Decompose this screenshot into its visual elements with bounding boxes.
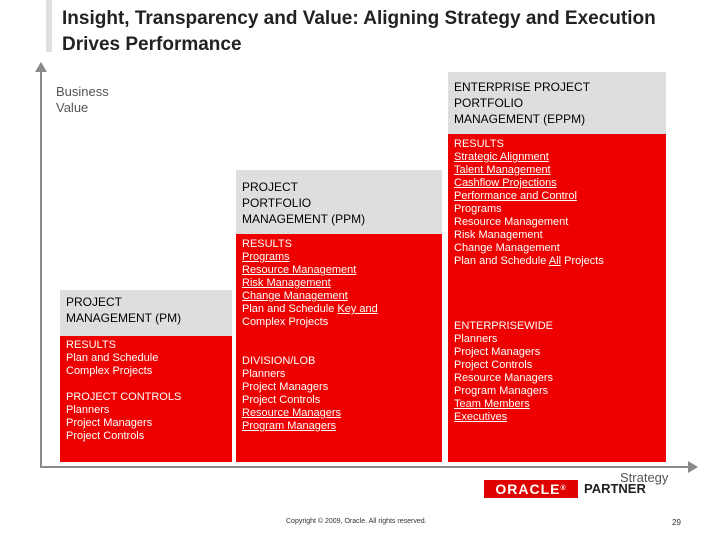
ppm-results-item: Change Management xyxy=(242,290,348,302)
ppm-division-item: Resource Managers xyxy=(242,407,342,419)
eppm-results-item: Performance and Control xyxy=(454,190,577,202)
pm-header-line: PROJECT xyxy=(66,295,123,309)
page-number: 29 xyxy=(672,518,681,527)
eppm-results-item: Change Management xyxy=(454,242,560,254)
pm-controls-item: Project Managers xyxy=(66,417,153,429)
eppm-results-item: Resource Management xyxy=(454,216,569,228)
ppm-results-plan: Plan and Schedule Key and xyxy=(242,303,442,316)
slide-title: Insight, Transparency and Value: Alignin… xyxy=(62,8,656,55)
pm-controls-item: Planners xyxy=(66,404,110,416)
eppm-results-plan: Plan and Schedule All Projects xyxy=(454,255,666,268)
pm-results-item: Plan and Schedule xyxy=(66,352,159,364)
pm-header-line: MANAGEMENT (PM) xyxy=(66,311,182,325)
pm-body: RESULTS Plan and Schedule Complex Projec… xyxy=(60,336,232,462)
eppm-results-plan-text: Plan and Schedule xyxy=(454,255,549,267)
ppm-division-item: Project Controls xyxy=(242,394,321,406)
pm-results-item: Complex Projects xyxy=(66,365,153,377)
eppm-header-line: MANAGEMENT (EPPM) xyxy=(454,112,586,126)
eppm-header: ENTERPRISE PROJECT PORTFOLIO MANAGEMENT … xyxy=(448,72,666,134)
ppm-header-line: MANAGEMENT (PPM) xyxy=(242,212,366,226)
eppm-enterprise-item: Executives xyxy=(454,411,508,423)
ppm-results-plan-text: Plan and Schedule xyxy=(242,303,338,315)
ppm-results-item: Programs xyxy=(242,251,290,263)
x-axis-label: Strategy xyxy=(620,470,669,485)
ppm-division-item: Project Managers xyxy=(242,381,329,393)
eppm-results-item: Programs xyxy=(454,203,502,215)
eppm-results-plan-emphasis: All xyxy=(548,255,562,267)
ppm-division-item: Planners xyxy=(242,368,286,380)
copyright-text: Copyright © 2009, Oracle. All rights res… xyxy=(286,518,427,525)
eppm-enterprise-item: Planners xyxy=(454,333,498,345)
pm-results-title: RESULTS xyxy=(66,339,116,351)
ppm-body: RESULTS Programs Resource Management Ris… xyxy=(236,234,442,462)
eppm-header-line: PORTFOLIO xyxy=(454,96,524,110)
eppm-enterprise-item: Resource Managers xyxy=(454,372,554,384)
eppm-enterprise-item: Project Controls xyxy=(454,359,533,371)
eppm-header-line: ENTERPRISE PROJECT xyxy=(454,80,591,94)
eppm-results-item: Talent Management xyxy=(454,164,551,176)
pm-controls-title: PROJECT CONTROLS xyxy=(66,391,182,403)
oracle-logo-text: ORACLE xyxy=(495,481,561,497)
ppm-header: PROJECT PORTFOLIO MANAGEMENT (PPM) xyxy=(236,170,442,234)
ppm-division-item: Program Managers xyxy=(242,420,337,432)
eppm-results-plan-text: Projects xyxy=(561,255,604,267)
oracle-logo-mark: ® xyxy=(560,485,567,492)
eppm-enterprise-item: Team Members xyxy=(454,398,530,410)
x-axis-arrow-icon xyxy=(688,461,698,473)
ppm-results-item: Resource Management xyxy=(242,264,357,276)
eppm-body: RESULTS Strategic Alignment Talent Manag… xyxy=(448,134,666,462)
ppm-results-title: RESULTS xyxy=(242,238,292,250)
y-axis-line xyxy=(40,70,42,466)
ppm-results-item: Complex Projects xyxy=(242,316,329,328)
ppm-results-item: Risk Management xyxy=(242,277,331,289)
y-axis-label-line: Business xyxy=(56,84,109,99)
ppm-header-line: PROJECT xyxy=(242,180,299,194)
eppm-results-item: Risk Management xyxy=(454,229,543,241)
eppm-enterprise-title: ENTERPRISEWIDE xyxy=(454,320,554,332)
y-axis-label: Business Value xyxy=(56,84,109,116)
y-axis-arrow-icon xyxy=(35,62,47,72)
eppm-results-item: Cashflow Projections xyxy=(454,177,557,189)
partner-label: PARTNER xyxy=(584,481,646,496)
y-axis-label-line: Value xyxy=(56,100,89,115)
ppm-results-plan-emphasis: Key and xyxy=(337,303,378,315)
pm-controls-item: Project Controls xyxy=(66,430,145,442)
ppm-division-title: DIVISION/LOB xyxy=(242,355,316,367)
eppm-results-title: RESULTS xyxy=(454,138,504,150)
pm-header: PROJECT MANAGEMENT (PM) xyxy=(60,290,232,336)
ppm-header-line: PORTFOLIO xyxy=(242,196,312,210)
x-axis-line xyxy=(40,466,688,468)
oracle-logo: ORACLE® xyxy=(484,480,578,498)
title-accent-bar xyxy=(46,0,52,52)
eppm-enterprise-item: Program Managers xyxy=(454,385,549,397)
eppm-enterprise-item: Project Managers xyxy=(454,346,541,358)
eppm-results-item: Strategic Alignment xyxy=(454,151,549,163)
